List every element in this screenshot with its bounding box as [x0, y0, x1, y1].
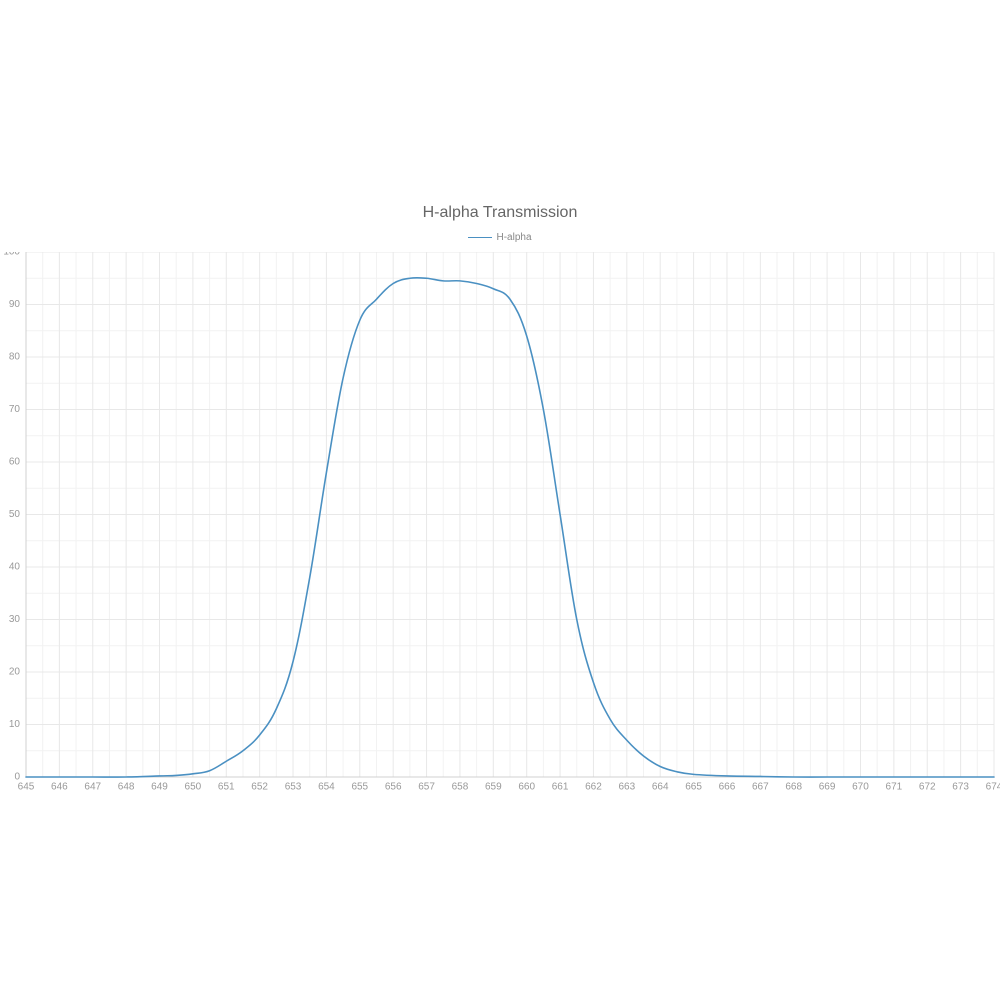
- x-tick-label: 655: [351, 781, 368, 792]
- y-tick-label: 30: [9, 614, 21, 625]
- y-tick-label: 90: [9, 299, 21, 310]
- x-tick-label: 647: [84, 781, 101, 792]
- x-tick-label: 674: [986, 781, 1000, 792]
- x-tick-label: 653: [285, 781, 302, 792]
- x-tick-label: 660: [518, 781, 535, 792]
- x-tick-label: 667: [752, 781, 769, 792]
- x-tick-label: 656: [385, 781, 402, 792]
- x-tick-label: 662: [585, 781, 602, 792]
- x-tick-label: 658: [452, 781, 469, 792]
- y-tick-label: 40: [9, 562, 21, 573]
- x-tick-label: 657: [418, 781, 435, 792]
- y-tick-label: 70: [9, 404, 21, 415]
- x-tick-label: 649: [151, 781, 168, 792]
- x-tick-label: 671: [886, 781, 903, 792]
- x-tick-label: 668: [785, 781, 802, 792]
- legend-label: H-alpha: [496, 232, 531, 243]
- y-tick-label: 100: [3, 252, 20, 258]
- x-tick-label: 665: [685, 781, 702, 792]
- chart-title: H-alpha Transmission: [0, 204, 1000, 222]
- x-tick-label: 646: [51, 781, 68, 792]
- x-tick-label: 654: [318, 781, 335, 792]
- y-tick-label: 60: [9, 457, 21, 468]
- x-tick-label: 672: [919, 781, 936, 792]
- x-tick-label: 661: [552, 781, 569, 792]
- chart-legend: H-alpha: [0, 232, 1000, 243]
- x-tick-label: 673: [952, 781, 969, 792]
- y-tick-label: 50: [9, 509, 21, 520]
- x-tick-label: 659: [485, 781, 502, 792]
- x-tick-label: 645: [18, 781, 35, 792]
- x-tick-label: 663: [618, 781, 635, 792]
- chart-plot: 0102030405060708090100645646647648649650…: [0, 252, 1000, 812]
- y-tick-label: 10: [9, 719, 21, 730]
- x-tick-label: 669: [819, 781, 836, 792]
- x-tick-label: 652: [251, 781, 268, 792]
- x-tick-label: 666: [719, 781, 736, 792]
- legend-swatch: [468, 237, 492, 238]
- x-tick-label: 664: [652, 781, 669, 792]
- x-tick-label: 650: [185, 781, 202, 792]
- y-tick-label: 20: [9, 667, 21, 678]
- x-tick-label: 651: [218, 781, 235, 792]
- x-tick-label: 670: [852, 781, 869, 792]
- x-tick-label: 648: [118, 781, 135, 792]
- y-tick-label: 80: [9, 352, 21, 363]
